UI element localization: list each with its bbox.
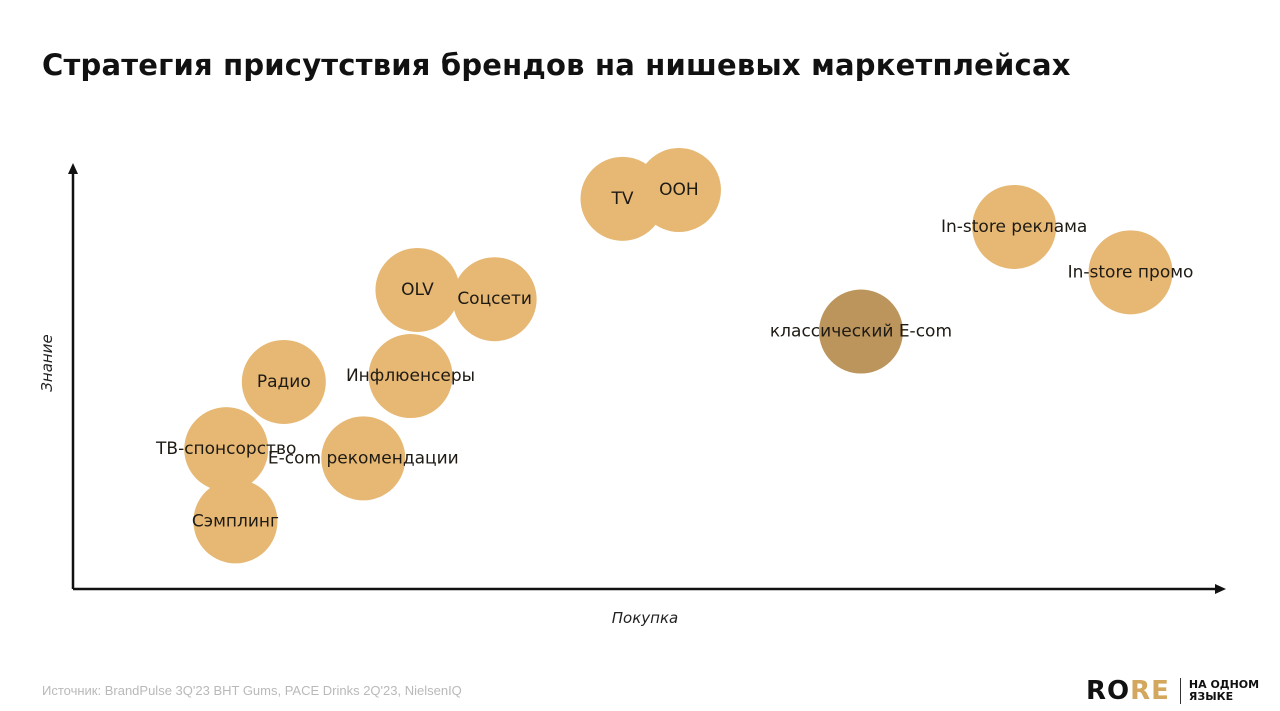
bubble-11 xyxy=(193,479,278,564)
bubble-label-8: Радио xyxy=(257,372,311,392)
bubble-2 xyxy=(972,184,1057,269)
bubble-5 xyxy=(452,257,537,342)
bubble-label-3: In-store промо xyxy=(1068,262,1194,282)
bubble-3 xyxy=(1088,230,1173,315)
bubble-4 xyxy=(375,247,460,332)
bubble-9 xyxy=(184,407,269,492)
x-axis-arrow-icon xyxy=(1215,584,1226,594)
chart-bubbles xyxy=(184,148,1173,564)
chart-bubble-labels: TV OOH In-store реклама In-store промо OLV Со… xyxy=(155,180,1193,531)
logo-wordmark-part2: RE xyxy=(1130,676,1170,706)
y-axis-label: Знание xyxy=(38,334,56,391)
bubble-label-10: E-com рекомендации xyxy=(268,448,459,468)
bubble-label-5: Соцсети xyxy=(457,289,532,309)
bubble-1 xyxy=(636,148,721,232)
bubble-label-7: Инфлюенсеры xyxy=(346,366,475,386)
bubble-7 xyxy=(368,334,453,419)
bubble-label-0: TV xyxy=(610,189,633,209)
page-title: Стратегия присутствия брендов на нишевых… xyxy=(42,48,1071,82)
source-note: Источник: BrandPulse 3Q'23 BHT Gums, PAC… xyxy=(42,683,462,698)
y-axis-arrow-icon xyxy=(68,163,78,174)
bubble-label-2: In-store реклама xyxy=(941,217,1087,237)
bubble-10 xyxy=(321,416,406,501)
logo-tagline: НА ОДНОМ ЯЗЫКЕ xyxy=(1188,678,1260,703)
logo-wordmark: RORE xyxy=(1086,678,1170,704)
bubble-6 xyxy=(818,289,903,374)
bubble-label-9: ТВ-спонсорство xyxy=(155,439,296,459)
chart-axes: Покупка Знание xyxy=(38,163,1226,627)
bubble-label-6: классический E-com xyxy=(770,322,952,342)
x-axis-label: Покупка xyxy=(612,609,678,627)
bubble-label-1: OOH xyxy=(659,180,699,200)
brand-logo: RORE НА ОДНОМ ЯЗЫКЕ xyxy=(1086,674,1269,708)
bubble-label-11: Сэмплинг xyxy=(192,511,279,531)
logo-divider xyxy=(1179,678,1181,704)
bubble-8 xyxy=(241,339,326,424)
bubble-label-4: OLV xyxy=(401,280,434,300)
logo-wordmark-part1: RO xyxy=(1086,676,1131,706)
